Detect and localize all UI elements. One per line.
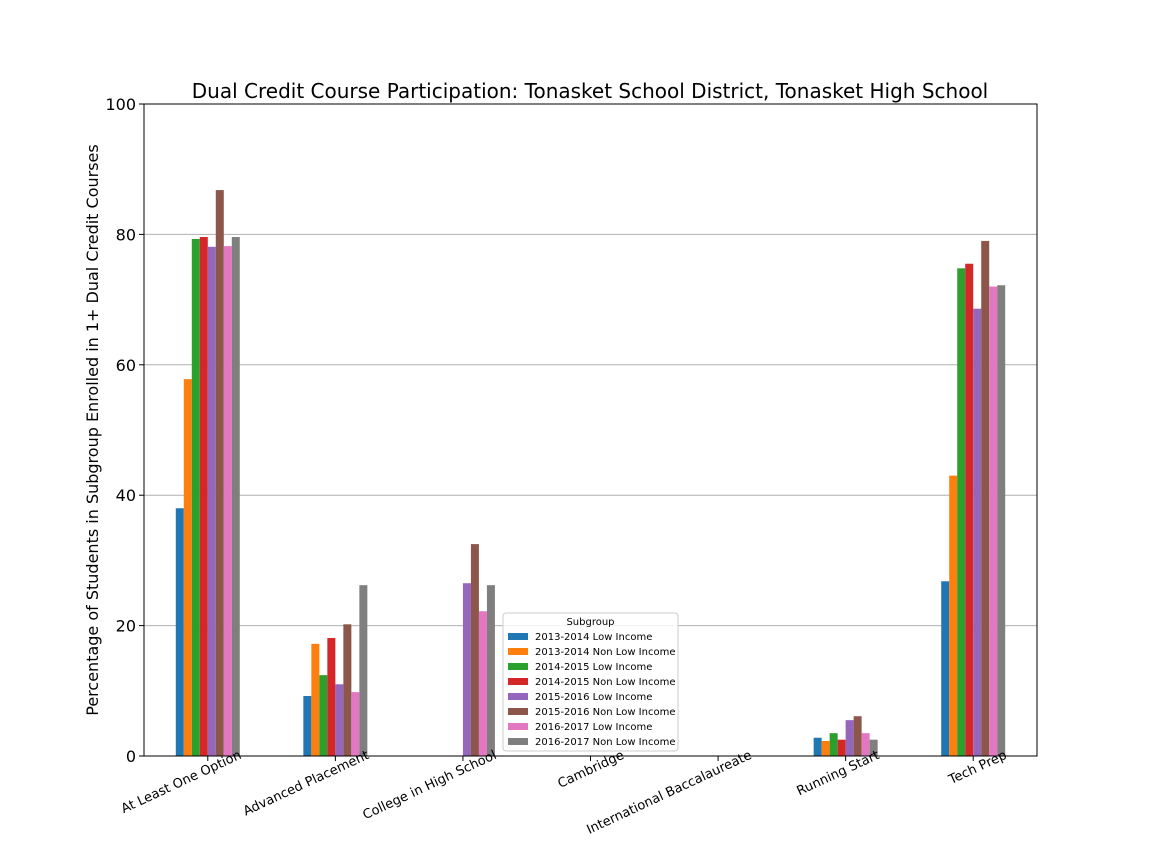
x-tick-label: Advanced Placement (241, 748, 371, 819)
bar (462, 583, 471, 756)
y-tick-label: 60 (116, 356, 136, 375)
bar (957, 268, 966, 756)
legend: Subgroup 2013-2014 Low Income 2013-2014 No… (502, 612, 679, 752)
bar (351, 692, 360, 756)
bar (965, 263, 974, 756)
bar (215, 190, 224, 757)
y-axis-label: Percentage of Students in Subgroup Enrol… (83, 144, 102, 715)
bar (478, 611, 487, 756)
bar (973, 308, 982, 756)
legend-swatch (508, 708, 528, 715)
y-tick-label: 40 (116, 486, 136, 505)
y-tick-label: 0 (126, 747, 136, 766)
legend-entry: 2016-2017 Non Low Income (535, 737, 675, 748)
bar (199, 237, 208, 756)
legend-swatch (508, 633, 528, 640)
bar (470, 544, 479, 756)
bar (223, 246, 232, 757)
legend-swatch (508, 738, 528, 745)
x-tick-label: Cambridge (556, 748, 627, 792)
legend-entry: 2015-2016 Low Income (535, 692, 652, 703)
bar (207, 246, 216, 756)
bar (335, 684, 344, 756)
bar (183, 379, 192, 756)
bar (997, 285, 1006, 756)
y-tick-label: 100 (105, 95, 136, 114)
bar (359, 585, 368, 756)
y-tick-label: 20 (116, 617, 136, 636)
bar (303, 696, 312, 756)
bar (853, 716, 862, 756)
bar (861, 733, 870, 756)
gridlines (144, 233, 1037, 627)
bar (319, 675, 328, 756)
bar (311, 643, 320, 756)
legend-swatch (508, 723, 528, 730)
legend-entry: 2015-2016 Non Low Income (535, 707, 675, 718)
legend-swatch (508, 648, 528, 655)
chart-title: Dual Credit Course Participation: Tonask… (192, 79, 988, 103)
bar (869, 739, 878, 756)
bars (175, 190, 1006, 757)
bar (327, 637, 336, 756)
bar (949, 475, 958, 756)
legend-swatch (508, 663, 528, 670)
bar (175, 508, 184, 756)
legend-entry: 2014-2015 Non Low Income (535, 677, 675, 688)
legend-swatch (508, 693, 528, 700)
bar (981, 240, 990, 757)
y-axis-ticks: 0 20 40 60 80 100 (105, 95, 144, 766)
bar (486, 585, 495, 756)
x-tick-label: College in High School (361, 748, 499, 823)
bar (837, 739, 846, 756)
bar (231, 237, 240, 756)
bar (829, 733, 838, 756)
bar (989, 286, 998, 756)
legend-frame (502, 612, 679, 752)
bar (343, 624, 352, 756)
legend-entry: 2014-2015 Low Income (535, 662, 652, 673)
legend-entry: 2013-2014 Low Income (535, 632, 652, 643)
legend-entry: 2016-2017 Low Income (535, 722, 652, 733)
x-tick-label: At Least One Option (119, 748, 244, 817)
bar (813, 737, 822, 756)
bar (821, 741, 830, 756)
legend-swatch (508, 678, 528, 685)
bar (845, 720, 854, 756)
legend-title: Subgroup (566, 617, 614, 628)
bar (941, 581, 950, 756)
bar (191, 238, 200, 757)
legend-entry: 2013-2014 Non Low Income (535, 647, 675, 658)
y-tick-label: 80 (116, 225, 136, 244)
